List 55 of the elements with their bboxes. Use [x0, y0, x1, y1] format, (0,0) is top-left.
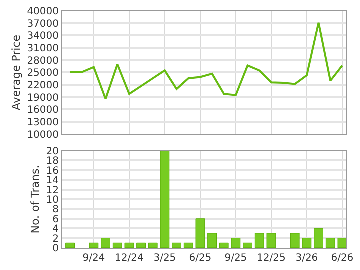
bar	[184, 242, 194, 248]
y-tick-label: 31000	[27, 44, 59, 55]
x-tick-label: 9/24	[82, 253, 106, 264]
y-tick-label: 4	[52, 224, 59, 236]
bar	[302, 238, 312, 248]
y-tick-label: 14	[46, 176, 59, 187]
y-axis-title: No. of Trans.	[28, 165, 42, 234]
y-tick-label: 25000	[27, 68, 59, 80]
bar	[326, 238, 336, 248]
y-tick-label: 16	[46, 166, 59, 177]
bar	[314, 228, 324, 248]
y-tick-label: 19000	[27, 92, 59, 104]
x-tick-label: 6/26	[331, 253, 354, 264]
bar	[172, 242, 182, 248]
y-tick-label: 28000	[27, 56, 59, 67]
bar	[231, 238, 241, 248]
x-tick-label: 3/25	[154, 253, 176, 264]
line-series	[69, 22, 344, 100]
bar	[160, 151, 170, 248]
y-tick-label: 16000	[27, 105, 59, 116]
y-tick-label: 40000	[27, 6, 59, 18]
y-tick-label: 6	[52, 214, 59, 226]
bar	[290, 233, 300, 248]
y-axis-title: Average Price	[10, 34, 23, 110]
y-tick-label: 0	[52, 244, 59, 254]
bar	[338, 238, 346, 248]
bar	[243, 242, 252, 248]
bar	[148, 242, 158, 248]
y-tick-label: 18	[46, 156, 59, 168]
y-tick-label: 10000	[27, 130, 59, 141]
bar	[124, 242, 134, 248]
y-tick-label: 37000	[27, 18, 59, 30]
y-tick-label: 10	[46, 195, 59, 206]
bar	[101, 238, 110, 248]
y-tick-label: 2	[52, 234, 59, 245]
bar	[254, 233, 264, 248]
bar	[136, 242, 146, 248]
y-tick-label: 13000	[27, 118, 59, 129]
y-tick-label: 12	[46, 185, 59, 196]
y-tick-label: 20	[46, 146, 59, 158]
bar	[219, 242, 229, 248]
x-tick-label: 6/25	[189, 253, 212, 264]
bar	[266, 233, 276, 248]
bar	[196, 218, 206, 248]
x-tick-label: 12/24	[115, 253, 144, 264]
bar	[89, 242, 99, 248]
x-tick-label: 3/26	[296, 253, 318, 264]
x-tick-label: 9/25	[224, 253, 248, 264]
y-tick-label: 34000	[27, 31, 59, 42]
y-tick-label: 22000	[27, 80, 59, 92]
bar	[112, 242, 122, 248]
x-tick-label: 12/25	[257, 253, 286, 264]
bar	[66, 242, 75, 248]
y-tick-label: 8	[52, 204, 59, 216]
bar	[208, 233, 217, 248]
